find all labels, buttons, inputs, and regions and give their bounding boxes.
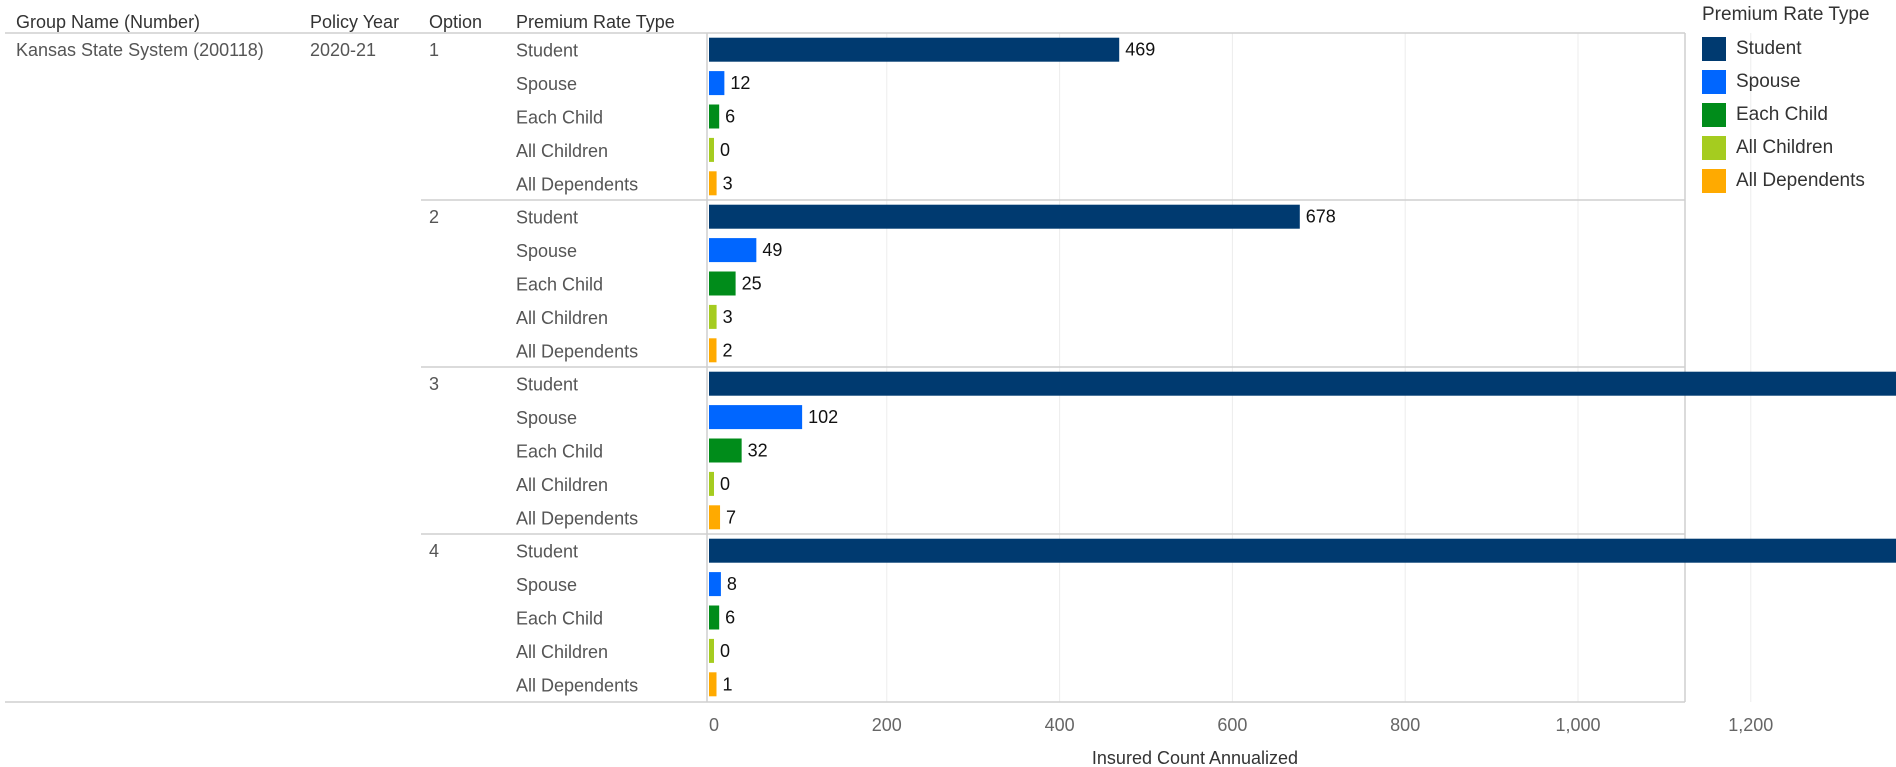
header-option: Option: [429, 12, 482, 32]
rate-type-label: All Dependents: [516, 675, 638, 695]
rate-type-label: All Dependents: [516, 508, 638, 528]
header-premium-rate-type: Premium Rate Type: [516, 12, 675, 32]
bar: [709, 171, 717, 195]
x-tick-label: 600: [1217, 715, 1247, 735]
rate-type-label: All Children: [516, 141, 608, 161]
bar: [709, 71, 724, 95]
data-label: 469: [1125, 40, 1155, 60]
bar: [709, 105, 719, 129]
data-label: 32: [748, 441, 768, 461]
data-label: 678: [1306, 207, 1336, 227]
gridlines: [5, 33, 1896, 702]
legend-swatch: [1702, 136, 1726, 160]
rate-type-label: All Children: [516, 642, 608, 662]
data-label: 25: [742, 274, 762, 294]
rate-type-label: Spouse: [516, 74, 577, 94]
x-tick-label: 400: [1045, 715, 1075, 735]
x-tick-label: 800: [1390, 715, 1420, 735]
rate-type-label: Each Child: [516, 609, 603, 629]
legend-label: All Children: [1736, 137, 1833, 159]
rate-type-label: All Dependents: [516, 174, 638, 194]
x-axis-ticks: 02004006008001,0001,2001,4001,6001,8002,…: [709, 715, 1896, 735]
policy-year-cell: 2020-21: [310, 40, 376, 60]
data-label: 12: [730, 73, 750, 93]
legend-label: Spouse: [1736, 71, 1800, 93]
data-label: 0: [720, 641, 730, 661]
legend-label: Student: [1736, 38, 1802, 60]
rate-type-label: Spouse: [516, 575, 577, 595]
rate-type-label: Student: [516, 542, 578, 562]
legend-item: All Children: [1702, 131, 1870, 164]
option-label: 2: [429, 207, 439, 227]
column-headers: Group Name (Number) Policy Year Option P…: [16, 12, 675, 32]
legend-label: Each Child: [1736, 104, 1828, 126]
data-label: 102: [808, 407, 838, 427]
bar: [709, 372, 1896, 396]
rate-type-label: Student: [516, 375, 578, 395]
rate-type-label: Each Child: [516, 108, 603, 128]
data-label: 3: [723, 307, 733, 327]
option-label: 3: [429, 374, 439, 394]
bar: [709, 439, 742, 463]
bar: [709, 305, 717, 329]
legend-item: Student: [1702, 32, 1870, 65]
data-label: 6: [725, 608, 735, 628]
data-label: 7: [726, 507, 736, 527]
rate-type-label: All Children: [516, 308, 608, 328]
x-tick-label: 1,200: [1728, 715, 1773, 735]
data-label: 8: [727, 574, 737, 594]
bar: [709, 472, 714, 496]
bar: [709, 639, 714, 663]
legend-swatch: [1702, 70, 1726, 94]
data-label: 6: [725, 107, 735, 127]
option-label: 4: [429, 541, 439, 561]
group-name-cell: Kansas State System (200118): [16, 40, 264, 60]
bar: [709, 205, 1300, 229]
bar: [709, 405, 802, 429]
header-policy-year: Policy Year: [310, 12, 399, 32]
legend: Premium Rate Type Student Spouse Each Chil…: [1702, 4, 1870, 197]
x-tick-label: 200: [872, 715, 902, 735]
bar: [709, 238, 756, 262]
legend-label: All Dependents: [1736, 170, 1865, 192]
legend-swatch: [1702, 37, 1726, 61]
legend-item: Each Child: [1702, 98, 1870, 131]
bar: [709, 539, 1896, 563]
data-label: 0: [720, 474, 730, 494]
legend-item: Spouse: [1702, 65, 1870, 98]
rate-type-label: All Children: [516, 475, 608, 495]
legend-item: All Dependents: [1702, 164, 1870, 197]
bar: [709, 572, 721, 596]
bar: [709, 672, 717, 696]
data-label: 49: [762, 240, 782, 260]
bar: [709, 338, 717, 362]
legend-swatch: [1702, 103, 1726, 127]
rate-type-label: Student: [516, 208, 578, 228]
rate-type-label: Spouse: [516, 408, 577, 428]
bar: [709, 606, 719, 630]
legend-items: Student Spouse Each Child All Children All D…: [1702, 32, 1870, 197]
bar: [709, 505, 720, 529]
header-group-name: Group Name (Number): [16, 12, 200, 32]
data-label: 2: [723, 340, 733, 360]
legend-title: Premium Rate Type: [1702, 4, 1870, 26]
legend-swatch: [1702, 169, 1726, 193]
rate-type-label: Student: [516, 41, 578, 61]
bar: [709, 272, 736, 296]
x-axis-title: Insured Count Annualized: [1092, 748, 1298, 767]
option-label: 1: [429, 40, 439, 60]
bar: [709, 138, 714, 162]
rate-type-label: Spouse: [516, 241, 577, 261]
data-label: 3: [723, 173, 733, 193]
rate-type-label: All Dependents: [516, 341, 638, 361]
rate-type-label: Each Child: [516, 442, 603, 462]
x-tick-label: 0: [709, 715, 719, 735]
bar: [709, 38, 1119, 62]
rate-type-label: Each Child: [516, 275, 603, 295]
data-label: 0: [720, 140, 730, 160]
x-tick-label: 1,000: [1555, 715, 1600, 735]
data-label: 1: [723, 674, 733, 694]
